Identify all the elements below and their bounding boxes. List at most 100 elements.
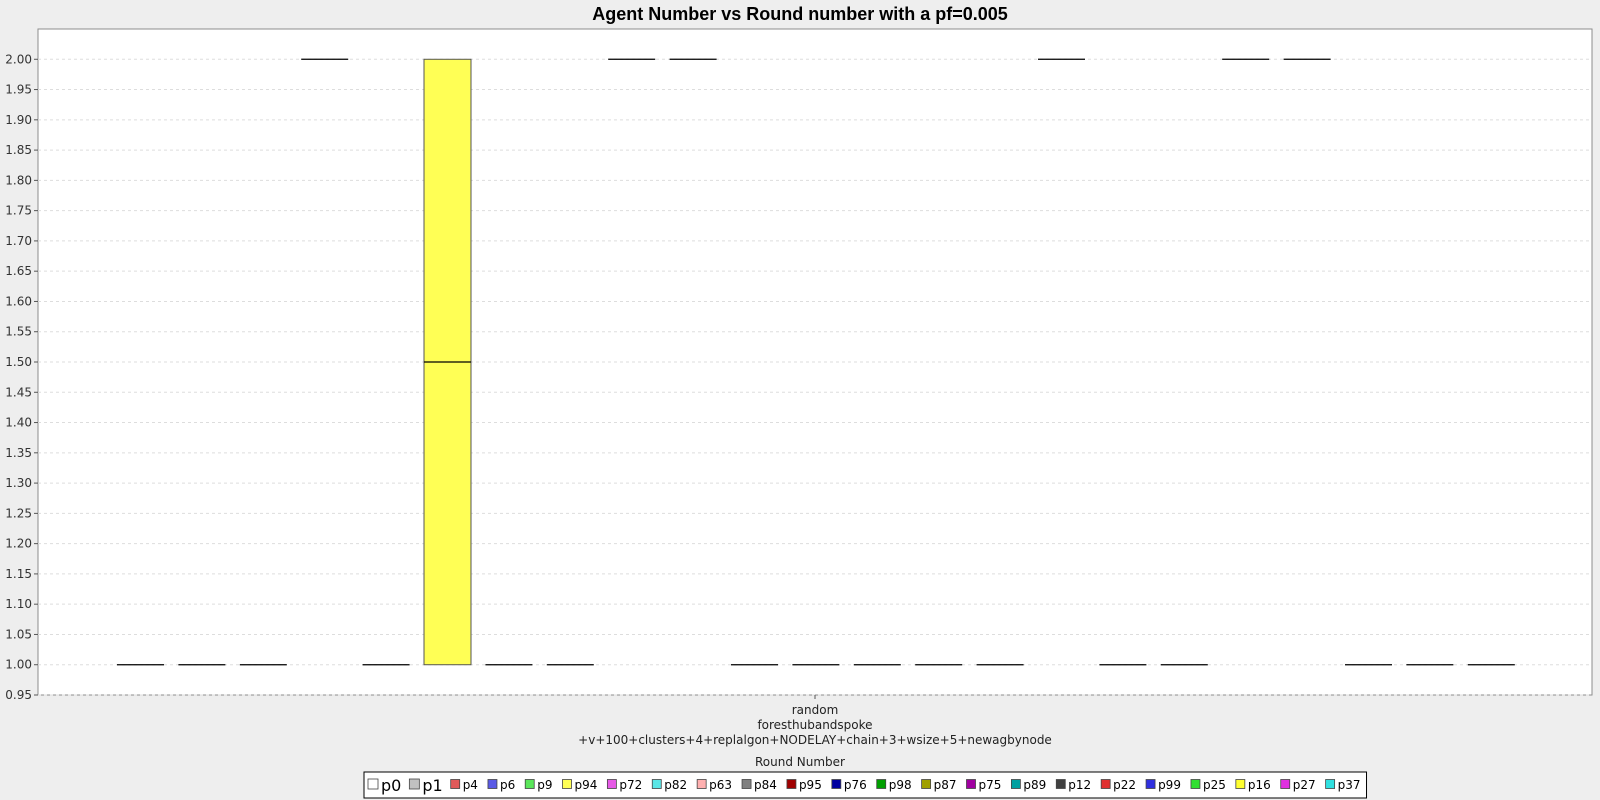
grid-lines xyxy=(38,58,1592,696)
x-axis-label: Round Number xyxy=(755,755,845,769)
y-tick-label: 1.25 xyxy=(5,506,32,520)
category-label: randomforesthubandspoke+v+100+clusters+4… xyxy=(578,703,1052,747)
legend-label: p25 xyxy=(1203,778,1226,792)
legend-item-p94: p94 xyxy=(562,778,597,792)
legend-label: p12 xyxy=(1068,778,1091,792)
legend-item-p99: p99 xyxy=(1145,778,1181,792)
legend-item-p82: p82 xyxy=(651,778,687,792)
legend-label: p76 xyxy=(844,778,867,792)
legend-label: p99 xyxy=(1158,778,1181,792)
y-tick-label: 1.10 xyxy=(5,597,32,611)
legend-swatch xyxy=(1055,779,1066,789)
y-tick-label: 0.95 xyxy=(5,688,32,702)
legend-swatch xyxy=(651,779,662,789)
y-tick-label: 1.80 xyxy=(5,173,32,187)
legend-label: p22 xyxy=(1113,778,1136,792)
legend-label: p63 xyxy=(709,778,732,792)
legend-swatch xyxy=(831,779,842,789)
category-label-line: +v+100+clusters+4+replalgon+NODELAY+chai… xyxy=(578,733,1052,747)
y-tick-label: 1.30 xyxy=(5,476,32,490)
y-tick-label: 1.50 xyxy=(5,355,32,369)
legend-swatch xyxy=(1280,779,1291,789)
chart-title: Agent Number vs Round number with a pf=0… xyxy=(592,4,1008,24)
y-tick-label: 1.70 xyxy=(5,234,32,248)
legend-label: p75 xyxy=(979,778,1002,792)
legend-item-p25: p25 xyxy=(1190,778,1226,792)
legend-item-p16: p16 xyxy=(1235,778,1271,792)
legend-label: p84 xyxy=(754,778,777,792)
legend-swatch xyxy=(1010,779,1021,789)
legend-item-p9: p9 xyxy=(524,778,552,792)
legend-item-p84: p84 xyxy=(741,778,777,792)
y-tick-label: 1.65 xyxy=(5,264,32,278)
legend-swatch xyxy=(696,779,707,789)
y-tick-label: 1.55 xyxy=(5,325,32,339)
legend-swatch xyxy=(450,779,461,789)
legend-item-p63: p63 xyxy=(696,778,732,792)
legend-swatch xyxy=(1100,779,1111,789)
legend-label: p94 xyxy=(574,778,597,792)
y-tick-label: 1.35 xyxy=(5,446,32,460)
y-tick-label: 1.05 xyxy=(5,627,32,641)
legend-label: p37 xyxy=(1338,778,1361,792)
legend-label: p6 xyxy=(500,778,515,792)
legend-swatch xyxy=(921,779,932,789)
legend-label: p89 xyxy=(1023,778,1046,792)
legend-swatch xyxy=(1145,779,1156,789)
legend-swatch xyxy=(408,778,420,790)
legend-swatch xyxy=(876,779,887,789)
y-tick-label: 1.20 xyxy=(5,537,32,551)
box-series xyxy=(117,58,1515,666)
legend-item-p76: p76 xyxy=(831,778,867,792)
legend-item-p12: p12 xyxy=(1055,778,1091,792)
legend-item-p72: p72 xyxy=(606,778,642,792)
legend-label: p27 xyxy=(1293,778,1316,792)
legend-item-p89: p89 xyxy=(1010,778,1046,792)
legend-item-p4: p4 xyxy=(450,778,478,792)
legend-label: p16 xyxy=(1248,778,1271,792)
legend: p0 p1 p4 p6 p9 p94 p72 p82 p63 p84 p95 p76 p98 p87 p75… xyxy=(363,771,1368,799)
y-axis-ticks: 0.95 1.00 1.05 1.10 1.15 1.20 1.25 1.30 1.35 1.40… xyxy=(5,52,38,702)
legend-label: p0 xyxy=(381,776,401,795)
legend-label: p4 xyxy=(463,778,478,792)
y-tick-label: 1.40 xyxy=(5,416,32,430)
legend-item-p0: p0 xyxy=(367,776,401,795)
y-tick-label: 1.85 xyxy=(5,143,32,157)
y-tick-label: 1.45 xyxy=(5,385,32,399)
legend-item-p87: p87 xyxy=(921,778,957,792)
legend-item-p27: p27 xyxy=(1280,778,1316,792)
box-p94 xyxy=(423,58,472,666)
legend-swatch xyxy=(741,779,752,789)
legend-item-p1: p1 xyxy=(408,776,443,795)
legend-item-p22: p22 xyxy=(1100,778,1136,792)
y-tick-label: 1.00 xyxy=(5,658,32,672)
category-label-line: foresthubandspoke xyxy=(757,718,872,732)
legend-swatch xyxy=(562,779,572,789)
legend-swatch xyxy=(606,779,617,789)
legend-item-p98: p98 xyxy=(876,778,912,792)
legend-label: p87 xyxy=(934,778,957,792)
y-tick-label: 1.75 xyxy=(5,204,32,218)
legend-label: p1 xyxy=(422,776,442,795)
legend-item-p75: p75 xyxy=(966,778,1002,792)
legend-swatch xyxy=(1190,779,1201,789)
legend-item-p6: p6 xyxy=(487,778,515,792)
legend-swatch xyxy=(1325,779,1336,789)
y-tick-label: 1.95 xyxy=(5,83,32,97)
legend-swatch xyxy=(487,779,498,789)
legend-item-p95: p95 xyxy=(786,778,822,792)
legend-label: p98 xyxy=(889,778,912,792)
legend-swatch xyxy=(367,778,379,790)
category-label-line: random xyxy=(792,703,839,717)
legend-swatch xyxy=(786,779,797,789)
legend-swatch xyxy=(524,779,535,789)
legend-item-p37: p37 xyxy=(1325,778,1361,792)
legend-swatch xyxy=(1235,779,1246,789)
y-tick-label: 1.15 xyxy=(5,567,32,581)
y-tick-label: 1.90 xyxy=(5,113,32,127)
legend-label: p9 xyxy=(537,778,552,792)
y-tick-label: 2.00 xyxy=(5,52,32,66)
legend-label: p72 xyxy=(619,778,642,792)
legend-label: p82 xyxy=(664,778,687,792)
